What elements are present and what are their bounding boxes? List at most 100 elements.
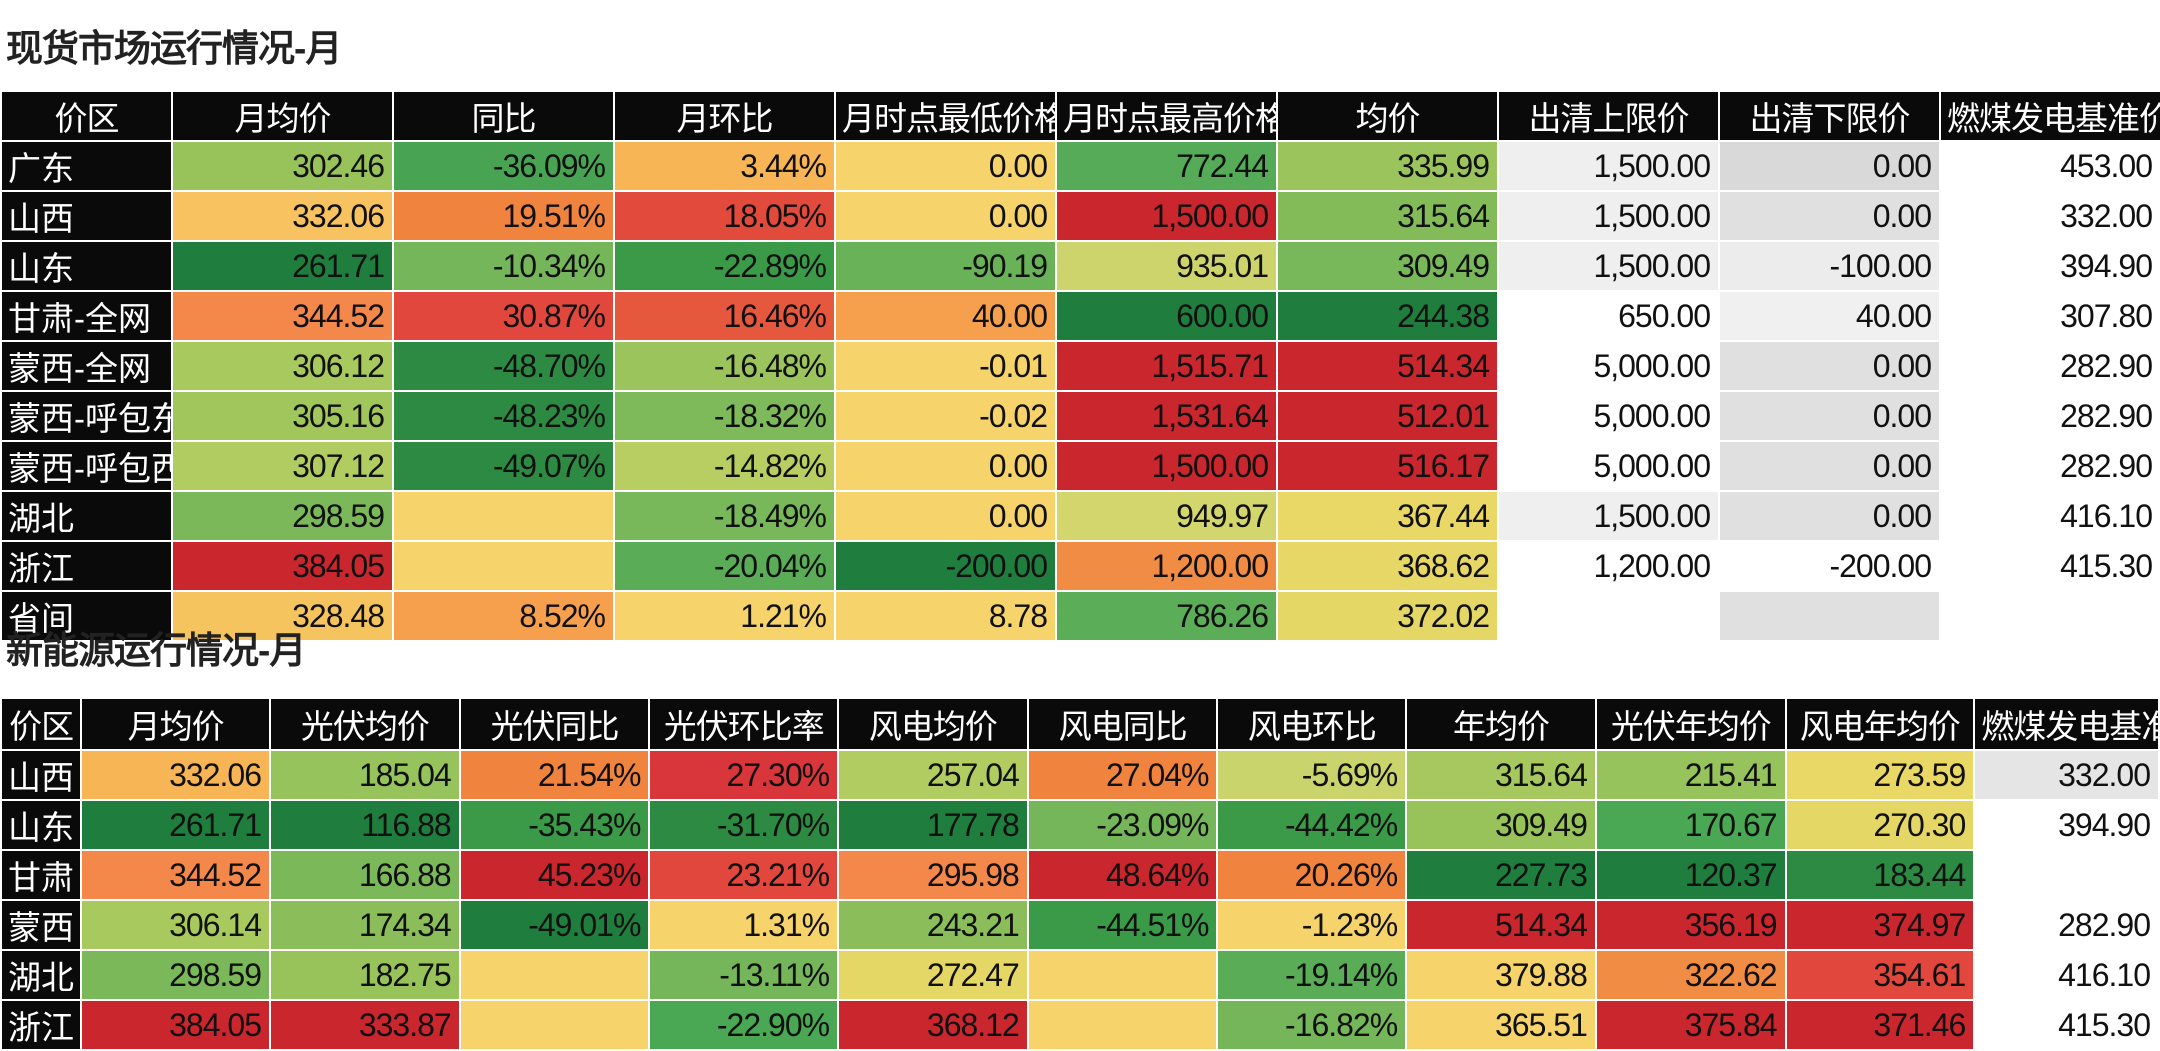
value-cell: 1.21% [613,590,836,642]
value-cell: 1,200.00 [1497,540,1720,592]
spot-row: 甘肃-全网 344.52 30.87% 16.46% 40.00 600.00 244.38… [0,290,2160,342]
spot-row: 浙江 384.05 -20.04% -200.00 1,200.00 368.62 1,20… [0,540,2160,592]
value-cell: 5,000.00 [1497,390,1720,442]
region-cell: 山东 [0,240,173,292]
value-cell: -5.69% [1216,749,1408,801]
value-cell: 0.00 [834,140,1057,192]
value-cell: 21.54% [458,749,651,801]
value-cell: 309.49 [1276,240,1499,292]
value-cell: 305.16 [171,390,394,442]
value-cell: 166.88 [268,849,461,901]
region-cell: 广东 [0,140,173,192]
value-cell: -18.49% [613,490,836,542]
value-cell: -100.00 [1718,240,1941,292]
value-cell: 282.90 [1939,340,2160,392]
value-cell: 170.67 [1594,799,1787,851]
value-cell: -44.42% [1216,799,1408,851]
value-cell: 185.04 [268,749,461,801]
value-cell: -31.70% [648,799,840,851]
value-cell: 298.59 [171,490,394,542]
renewable-header-row: 价区 月均价 光伏均价 光伏同比 光伏环比率 风电均价 风电同比 风电环比 年均价 光伏年均价 风电… [0,697,2160,751]
region-cell: 蒙西-呼包西 [0,440,173,492]
value-cell: -36.09% [392,140,615,192]
value-cell: 23.21% [648,849,840,901]
value-cell: 375.84 [1594,999,1787,1051]
value-cell: 27.30% [648,749,840,801]
spot-row: 湖北 298.59 -18.49% 0.00 949.97 367.44 1,500.00 0… [0,490,2160,542]
value-cell: 16.46% [613,290,836,342]
value-cell: 384.05 [80,999,271,1051]
region-cell: 山东 [0,799,83,851]
value-cell [1026,949,1219,1001]
value-cell: -16.48% [613,340,836,392]
value-cell [1497,590,1720,642]
spot-row: 蒙西-全网 306.12 -48.70% -16.48% -0.01 1,515.71 51… [0,340,2160,392]
value-cell: 368.12 [837,999,1029,1051]
value-cell: 332.06 [80,749,271,801]
value-cell: 332.06 [171,190,394,242]
value-cell: 0.00 [1718,340,1941,392]
spot-header-cell: 出清下限价 [1718,90,1941,142]
value-cell: 174.34 [268,899,461,951]
value-cell: -35.43% [458,799,651,851]
spot-market-table: 价区 月均价 同比 月环比 月时点最低价格 月时点最高价格 均价 出清上限价 出清下限价 燃煤发电… [0,90,2160,642]
value-cell: 261.71 [171,240,394,292]
value-cell: 8.52% [392,590,615,642]
value-cell: 5,000.00 [1497,340,1720,392]
value-cell: 183.44 [1784,849,1976,901]
value-cell: 19.51% [392,190,615,242]
value-cell: 0.00 [834,490,1057,542]
value-cell: 514.34 [1405,899,1597,951]
value-cell: 332.00 [1939,190,2160,242]
value-cell: 273.59 [1784,749,1976,801]
renewable-header-cell: 风电环比 [1216,697,1408,751]
value-cell: 335.99 [1276,140,1499,192]
spot-row: 蒙西-呼包西 307.12 -49.07% -14.82% 0.00 1,500.00 51… [0,440,2160,492]
value-cell: 367.44 [1276,490,1499,542]
value-cell: 3.44% [613,140,836,192]
value-cell: 261.71 [80,799,271,851]
value-cell: -49.01% [458,899,651,951]
renewable-header-cell: 风电均价 [837,697,1029,751]
region-cell: 蒙西 [0,899,83,951]
value-cell: -22.89% [613,240,836,292]
spot-row: 山东 261.71 -10.34% -22.89% -90.19 935.01 309.49… [0,240,2160,292]
renewable-header-cell: 光伏同比 [458,697,651,751]
region-cell: 浙江 [0,540,173,592]
value-cell: 0.00 [1718,190,1941,242]
value-cell: 45.23% [458,849,651,901]
value-cell: 650.00 [1497,290,1720,342]
value-cell: 0.00 [1718,490,1941,542]
value-cell: -23.09% [1026,799,1219,851]
value-cell: 282.90 [1939,440,2160,492]
value-cell: 18.05% [613,190,836,242]
value-cell: 415.30 [1973,999,2160,1051]
region-cell: 湖北 [0,949,83,1001]
spot-header-row: 价区 月均价 同比 月环比 月时点最低价格 月时点最高价格 均价 出清上限价 出清下限价 燃煤发电… [0,90,2160,142]
value-cell: 20.26% [1216,849,1408,901]
value-cell: 0.00 [834,440,1057,492]
value-cell: 257.04 [837,749,1029,801]
spot-row: 省间 328.48 8.52% 1.21% 8.78 786.26 372.02 [0,590,2160,642]
value-cell: -19.14% [1216,949,1408,1001]
value-cell: 295.98 [837,849,1029,901]
value-cell: 1,500.00 [1055,440,1278,492]
spot-header-cell: 均价 [1276,90,1499,142]
value-cell: 1,500.00 [1497,240,1720,292]
value-cell: 177.78 [837,799,1029,851]
region-cell: 山西 [0,190,173,242]
value-cell: 48.64% [1026,849,1219,901]
renewable-row: 山西 332.06 185.04 21.54% 27.30% 257.04 27.04% -5… [0,749,2160,801]
value-cell: 315.64 [1276,190,1499,242]
value-cell: 356.19 [1594,899,1787,951]
value-cell: 272.47 [837,949,1029,1001]
value-cell: -44.51% [1026,899,1219,951]
value-cell: 8.78 [834,590,1057,642]
value-cell: -0.01 [834,340,1057,392]
value-cell: 374.97 [1784,899,1976,951]
value-cell: 302.46 [171,140,394,192]
value-cell: 309.49 [1405,799,1597,851]
value-cell [392,540,615,592]
value-cell: 333.87 [268,999,461,1051]
value-cell: -0.02 [834,390,1057,442]
